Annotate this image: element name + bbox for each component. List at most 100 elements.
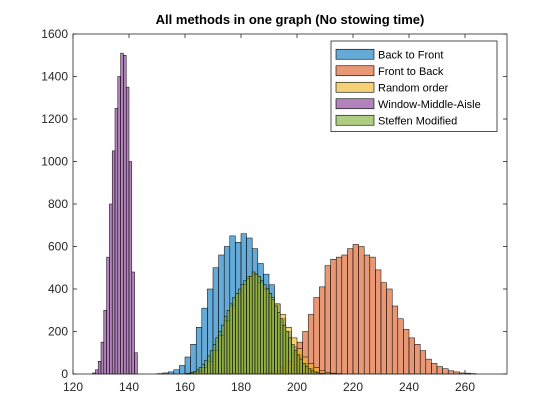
bar (204, 359, 208, 375)
bar (274, 305, 278, 375)
legend-label-steffen-modified: Steffen Modified (378, 115, 457, 127)
bar (235, 293, 239, 375)
y-tick-label: 1600 (41, 27, 68, 41)
bar (114, 108, 119, 375)
bar (184, 356, 191, 375)
bar (125, 86, 130, 375)
bar (307, 368, 312, 375)
legend-label-back-to-front: Back to Front (378, 49, 443, 61)
bar (100, 341, 105, 375)
bar (271, 299, 275, 375)
bar (120, 52, 124, 375)
x-tick-label: 160 (175, 380, 195, 394)
bar (251, 271, 256, 375)
axes: 120 140 160 180 200 220 240 260 0 200 400 600 800 100… (41, 27, 508, 394)
bar (254, 273, 259, 375)
bar (419, 350, 427, 375)
x-tick-label: 180 (231, 380, 251, 394)
legend-swatch-window-middle-aisle (335, 98, 375, 110)
bar (221, 324, 225, 375)
bar (352, 244, 359, 375)
bar (232, 297, 236, 375)
bar (397, 318, 404, 375)
bar (131, 271, 135, 375)
bar (111, 150, 116, 375)
bar (414, 344, 421, 375)
bar (310, 370, 315, 375)
y-tick-label: 0 (61, 367, 68, 381)
bar (195, 327, 203, 375)
bar (229, 303, 233, 375)
bar (386, 288, 393, 375)
bar (212, 344, 217, 375)
x-tick-label: 140 (119, 380, 139, 394)
bar (425, 358, 432, 375)
bar (288, 337, 292, 375)
bar (123, 55, 127, 375)
bar (347, 248, 354, 375)
bar (293, 350, 298, 375)
bar (436, 366, 443, 375)
bar (299, 358, 303, 375)
bar (240, 284, 245, 375)
bar (109, 203, 113, 375)
bar (358, 246, 365, 375)
bar (363, 254, 371, 375)
bar (134, 352, 138, 375)
bar (442, 368, 449, 375)
y-tick-label: 600 (48, 240, 68, 254)
legend-label-window-middle-aisle: Window-Middle-Aisle (378, 99, 481, 111)
bar (380, 282, 387, 375)
bar (291, 344, 295, 375)
legend-swatch-random-order (335, 81, 375, 93)
bar (106, 256, 110, 375)
bar (285, 331, 289, 375)
x-tick-label: 240 (399, 380, 419, 394)
legend: Back to Front Front to Back Random order Wi… (330, 40, 498, 132)
bar (302, 363, 306, 375)
bar (313, 297, 320, 375)
bar (257, 276, 261, 375)
bar (305, 366, 309, 375)
x-tick-label: 200 (287, 380, 307, 394)
bar (324, 265, 331, 375)
bar (391, 305, 399, 375)
bar (447, 370, 455, 375)
bar (179, 365, 186, 375)
y-tick-label: 800 (48, 197, 68, 211)
legend-swatch-front-to-back (335, 65, 375, 77)
bar (431, 363, 438, 375)
bar (95, 369, 99, 375)
bar (207, 355, 211, 375)
bar (249, 276, 253, 375)
bar (97, 361, 102, 375)
bar (226, 310, 231, 375)
x-tick-label: 120 (63, 380, 83, 394)
y-tick-label: 1400 (41, 70, 68, 84)
bar (260, 280, 264, 375)
bar (195, 369, 200, 375)
bar (279, 318, 284, 375)
bar (296, 354, 301, 375)
y-tick-label: 1200 (41, 112, 68, 126)
bar (263, 284, 267, 375)
x-tick-label: 260 (455, 380, 475, 394)
bar (117, 76, 121, 375)
chart-title: All methods in one graph (No stowing tim… (156, 12, 425, 27)
bar (190, 344, 197, 375)
legend-swatch-steffen-modified (335, 114, 375, 126)
bar (243, 280, 247, 375)
bar (341, 254, 348, 375)
bar (282, 324, 287, 375)
bar (209, 350, 214, 375)
bar (223, 316, 228, 375)
bar (198, 367, 203, 375)
y-tick-label: 400 (48, 282, 68, 296)
legend-swatch-back-to-front (335, 48, 375, 60)
bar (265, 288, 270, 375)
y-tick-label: 200 (48, 325, 68, 339)
legend-label-random-order: Random order (378, 82, 449, 94)
y-tick-label: 1000 (41, 155, 68, 169)
